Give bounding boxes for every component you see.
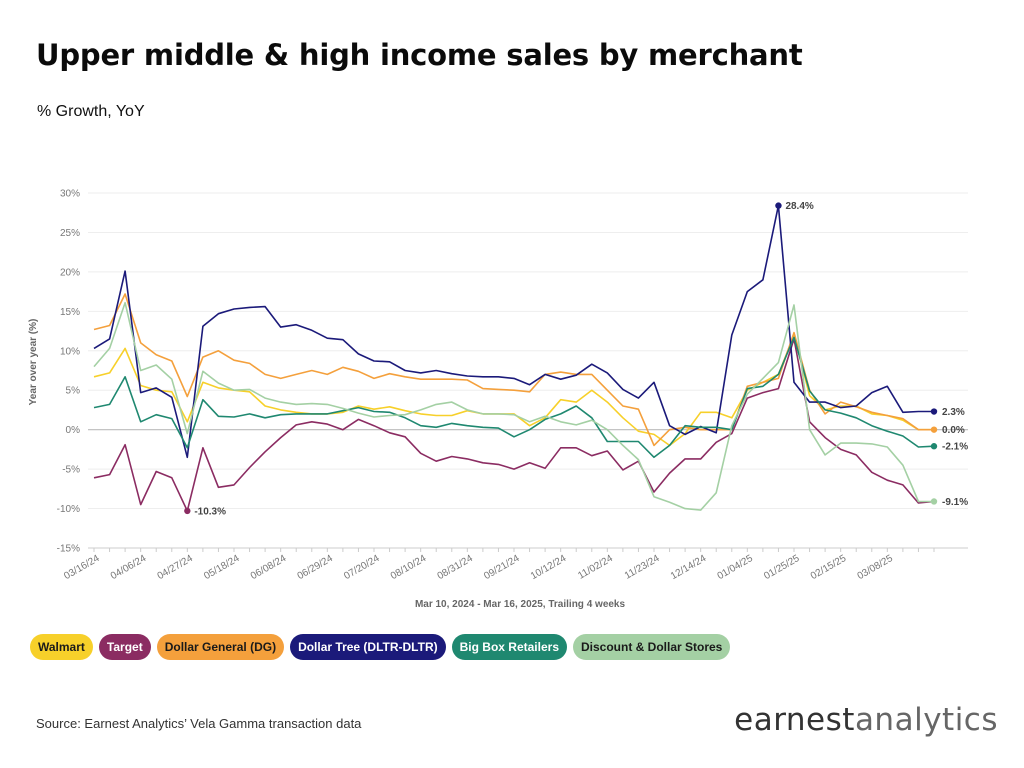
source-note: Source: Earnest Analytics’ Vela Gamma tr…: [36, 716, 362, 731]
x-tick-label: 07/20/24: [342, 553, 382, 582]
y-tick-label: 25%: [60, 228, 80, 239]
x-tick-label: 06/29/24: [296, 553, 336, 582]
x-axis-ticks: 03/16/24 04/06/24 04/27/24 05/18/24 06/08/24…: [62, 548, 935, 582]
legend-item-big-box-retailers[interactable]: Big Box Retailers: [451, 634, 567, 660]
y-axis-ticks: -15% -10% -5% 0% 5% 10% 15% 20% 25% 30%: [57, 189, 80, 555]
x-tick-label: 09/21/24: [482, 553, 522, 582]
brand-logo: earnestanalytics: [734, 702, 998, 738]
y-tick-label: -10%: [57, 504, 80, 515]
legend-item-walmart[interactable]: Walmart: [30, 634, 93, 660]
end-value-label: 0.0%: [942, 425, 965, 436]
legend-item-target[interactable]: Target: [98, 634, 151, 660]
y-tick-label: -5%: [62, 465, 80, 476]
x-axis-label: Mar 10, 2024 - Mar 16, 2025, Trailing 4 …: [415, 599, 626, 610]
chart-title: Upper middle & high income sales by merc…: [36, 38, 803, 72]
x-tick-label: 03/08/25: [856, 553, 896, 582]
x-tick-label: 10/12/24: [529, 553, 569, 582]
x-tick-label: 11/23/24: [623, 553, 662, 582]
annotation-label: -10.3%: [194, 506, 226, 517]
x-tick-label: 08/31/24: [436, 553, 476, 582]
annotation-label: 28.4%: [785, 201, 813, 212]
x-tick-label: 06/08/24: [249, 553, 289, 582]
end-dot: [930, 408, 938, 415]
legend-item-dollar-tree-dltr-dltr[interactable]: Dollar Tree (DLTR-DLTR): [290, 634, 446, 660]
annotation-dot: [775, 202, 782, 209]
series-line-dollar-tree-dltr-dltr: [93, 204, 934, 459]
x-tick-label: 04/27/24: [156, 553, 196, 582]
y-tick-label: 0%: [66, 425, 81, 436]
annotation-dot: [184, 507, 191, 515]
end-value-label: 2.3%: [942, 407, 965, 418]
legend-item-discount-dollar-stores[interactable]: Discount & Dollar Stores: [573, 634, 731, 660]
end-dot: [930, 426, 938, 433]
x-tick-label: 02/15/25: [809, 553, 849, 582]
x-tick-label: 11/02/24: [576, 553, 615, 582]
x-tick-label: 03/16/24: [62, 553, 102, 582]
y-tick-label: 20%: [60, 267, 80, 278]
grid-lines: [88, 192, 968, 549]
y-tick-label: -15%: [57, 544, 80, 555]
legend: Walmart Target Dollar General (DG) Dollar T…: [30, 634, 731, 660]
x-tick-label: 08/10/24: [389, 553, 429, 582]
series-line-discount-dollar-stores: [93, 301, 934, 511]
chart-subtitle: % Growth, YoY: [37, 103, 145, 120]
annotation-markers: 28.4% -10.3% 2.3% 0.0% -2.1% -9.1%: [184, 201, 968, 517]
end-value-label: -2.1%: [942, 442, 968, 453]
y-tick-label: 10%: [60, 346, 80, 357]
brand-logo-part1: earnest: [734, 702, 855, 738]
line-chart: -15%-10%-5%0%5%10%15%20%25%30% 03/16/24 0…: [28, 189, 968, 611]
brand-logo-part2: analytics: [854, 702, 998, 738]
x-tick-label: 01/04/25: [716, 553, 756, 582]
y-tick-label: 5%: [66, 386, 81, 397]
x-tick-label: 05/18/24: [202, 553, 242, 582]
series-lines: [93, 204, 935, 512]
end-dot: [930, 498, 938, 505]
legend-item-dollar-general-dg[interactable]: Dollar General (DG): [156, 634, 285, 660]
series-line-target: [93, 338, 935, 512]
end-dot: [930, 443, 938, 450]
x-tick-label: 01/25/25: [762, 553, 802, 582]
y-axis-label: Year over year (%): [28, 319, 39, 406]
y-tick-label: 30%: [60, 189, 80, 200]
x-tick-label: 12/14/24: [669, 553, 709, 582]
series-line-big-box-retailers: [93, 336, 935, 459]
series-line-dollar-general-dg: [93, 293, 934, 447]
end-value-label: -9.1%: [942, 497, 968, 508]
y-tick-label: 15%: [60, 307, 80, 318]
x-tick-label: 04/06/24: [109, 553, 149, 582]
